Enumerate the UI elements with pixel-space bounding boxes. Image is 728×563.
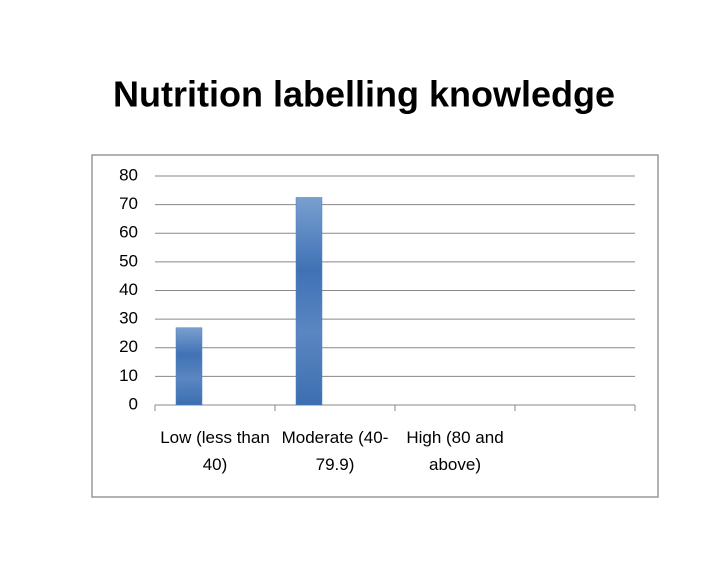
x-tick-label: High (80 and above) — [406, 428, 504, 474]
y-tick-label: 0 — [129, 394, 138, 413]
chart-title: Nutrition labelling knowledge — [113, 74, 615, 115]
y-tick-label: 50 — [119, 251, 138, 270]
x-tick-label: Low (less than 40) — [160, 428, 270, 474]
bar — [295, 197, 323, 406]
x-tick-label: Moderate (40-79.9) — [281, 428, 389, 474]
y-tick-label: 10 — [119, 366, 138, 385]
y-tick-label: 20 — [119, 337, 138, 356]
chart-border — [91, 154, 659, 498]
y-tick-label: 30 — [119, 309, 138, 328]
bar — [175, 327, 203, 406]
y-tick-label: 80 — [119, 165, 138, 184]
y-tick-label: 40 — [119, 280, 138, 299]
y-tick-label: 60 — [119, 223, 138, 242]
y-tick-label: 70 — [119, 194, 138, 213]
